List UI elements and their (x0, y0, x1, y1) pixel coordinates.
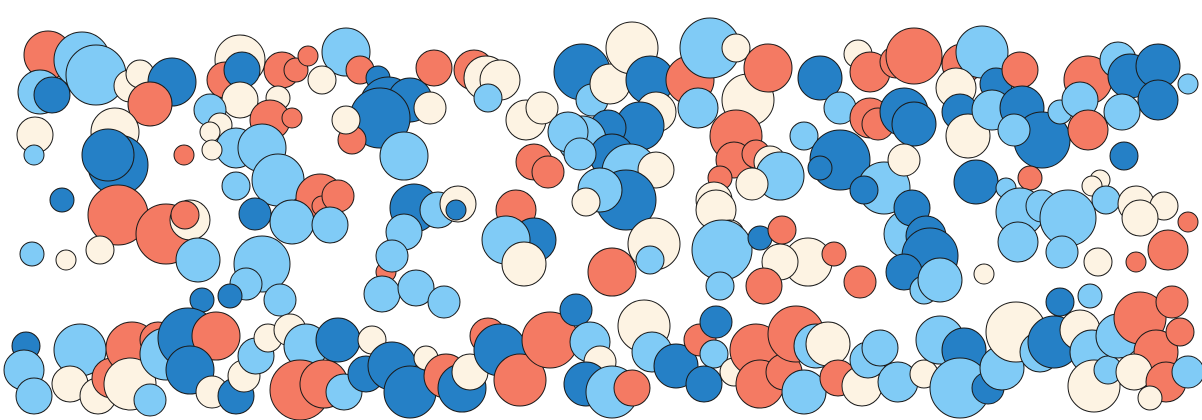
coral-bubble (127, 81, 173, 127)
cream-bubble (887, 143, 921, 177)
dark-blue-bubble (33, 76, 71, 114)
coral-bubble (1017, 165, 1043, 191)
coral-bubble (1165, 317, 1195, 347)
cream-bubble (307, 65, 337, 95)
light-blue-bubble (1077, 283, 1103, 309)
cream-bubble (501, 241, 547, 287)
coral-bubble (587, 247, 637, 297)
light-blue-bubble (997, 221, 1039, 263)
coral-bubble (1177, 211, 1199, 233)
cream-bubble (735, 167, 769, 201)
light-blue-bubble (789, 121, 819, 151)
coral-bubble (191, 311, 241, 361)
light-blue-bubble (1103, 93, 1141, 131)
light-blue-bubble (473, 83, 503, 113)
cream-bubble (571, 187, 601, 217)
light-blue-bubble (861, 329, 899, 367)
cream-bubble (805, 321, 851, 367)
dark-blue-bubble (1137, 79, 1179, 121)
cream-bubble (1083, 247, 1113, 277)
cream-bubble (55, 249, 77, 271)
cream-bubble (413, 91, 447, 125)
light-blue-bubble (397, 269, 435, 307)
light-blue-bubble (1177, 73, 1199, 95)
coral-bubble (493, 353, 547, 407)
cream-bubble (973, 263, 995, 285)
cream-bubble (331, 105, 361, 135)
bubble-field (3, 17, 1202, 420)
light-blue-bubble (1045, 235, 1079, 269)
coral-bubble (767, 215, 797, 245)
dark-blue-bubble (699, 305, 733, 339)
coral-bubble (297, 45, 319, 67)
light-blue-bubble (19, 241, 45, 267)
coral-bubble (281, 107, 303, 129)
light-blue-bubble (263, 283, 297, 317)
cream-bubble (1137, 385, 1163, 411)
light-blue-bubble (1171, 355, 1202, 389)
cream-bubble (201, 139, 223, 161)
light-blue-bubble (691, 219, 753, 281)
coral-bubble (1147, 229, 1189, 271)
light-blue-bubble (23, 144, 45, 166)
light-blue-bubble (311, 206, 349, 244)
coral-bubble (745, 267, 783, 305)
coral-bubble (821, 241, 847, 267)
light-blue-bubble (699, 339, 729, 369)
coral-bubble (1067, 109, 1109, 151)
light-blue-bubble (133, 383, 167, 417)
light-blue-bubble (781, 369, 827, 415)
coral-bubble (1001, 51, 1039, 89)
cream-bubble (85, 235, 115, 265)
light-blue-bubble (997, 113, 1031, 147)
dark-blue-bubble (807, 155, 833, 181)
light-blue-bubble (175, 237, 221, 283)
dark-blue-bubble (217, 283, 243, 309)
dark-blue-bubble (849, 175, 879, 205)
dark-blue-bubble (953, 159, 999, 205)
dark-blue-bubble (1109, 141, 1139, 171)
coral-bubble (531, 155, 565, 189)
dark-blue-bubble (238, 197, 272, 231)
light-blue-bubble (15, 377, 53, 415)
light-blue-bubble (563, 137, 597, 171)
dark-blue-bubble (797, 55, 843, 101)
coral-bubble (843, 265, 877, 299)
light-blue-bubble (221, 171, 251, 201)
dark-blue-bubble (445, 199, 467, 221)
dark-blue-bubble (81, 128, 135, 182)
light-blue-bubble (363, 275, 401, 313)
coral-bubble (613, 369, 651, 407)
dark-blue-bubble (49, 187, 75, 213)
light-blue-bubble (375, 239, 409, 273)
cream-bubble (1121, 199, 1159, 237)
light-blue-bubble (917, 257, 963, 303)
coral-bubble (885, 27, 943, 85)
light-blue-bubble (379, 131, 429, 181)
coral-bubble (1155, 285, 1189, 319)
light-blue-bubble (1091, 185, 1121, 215)
light-blue-bubble (635, 245, 665, 275)
coral-bubble (743, 43, 793, 93)
coral-bubble (415, 49, 453, 87)
coral-bubble (173, 144, 195, 166)
light-blue-bubble (269, 199, 315, 245)
light-blue-bubble (427, 285, 461, 319)
coral-bubble (1125, 251, 1147, 273)
dark-blue-bubble (685, 365, 723, 403)
light-blue-bubble (677, 87, 719, 129)
cream-bubble (199, 121, 221, 143)
light-blue-bubble (705, 271, 735, 301)
dark-blue-bubble (315, 317, 361, 363)
coral-bubble (170, 200, 200, 230)
cream-bubble (525, 91, 559, 125)
dark-blue-bubble (1045, 287, 1075, 317)
dark-blue-bubble (891, 101, 937, 147)
cream-bubble (721, 33, 751, 63)
dark-blue-bubble (559, 293, 593, 327)
